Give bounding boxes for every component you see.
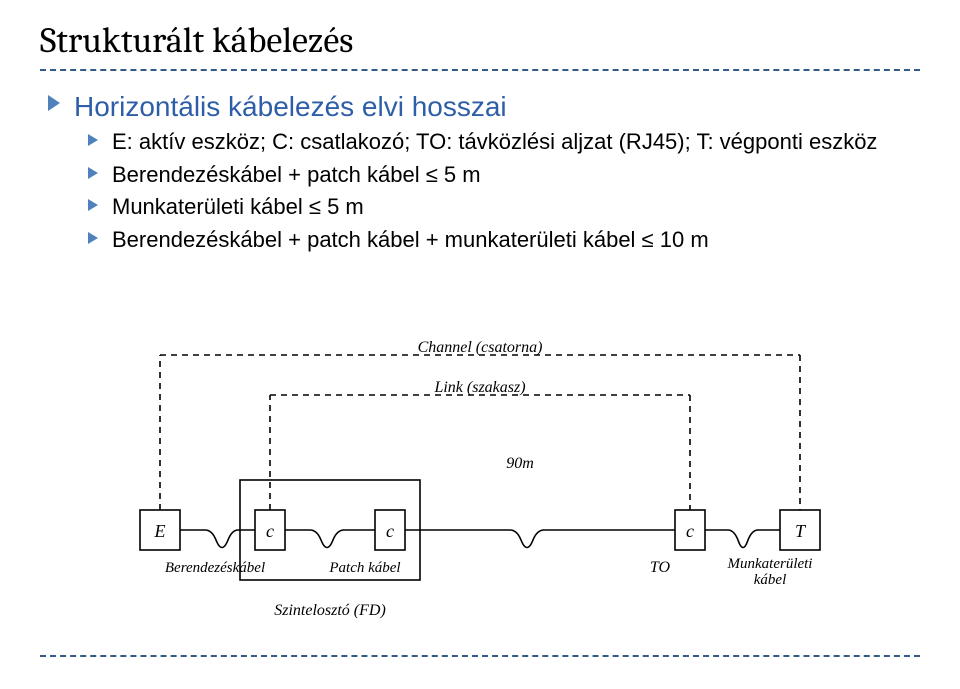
node-e-label: E [154,521,166,541]
link-label: Link (szakasz) [433,379,525,396]
title-divider [40,69,920,71]
wire-c1-c2 [285,530,375,548]
page-title: Strukturált kábelezés [40,20,920,61]
bullet-4: Berendezéskábel + patch kábel + munkater… [88,226,920,255]
triangle-icon [88,232,98,244]
bullet-1: E: aktív eszköz; C: csatlakozó; TO: távk… [88,128,920,157]
bullet-2: Berendezéskábel + patch kábel ≤ 5 m [88,161,920,190]
length-label: 90m [506,455,534,472]
triangle-icon [88,134,98,146]
section-heading: Horizontális kábelezés elvi hosszai [74,89,507,124]
footer-divider [40,655,920,657]
label-munkateruleti-l1: Munkaterületi [727,556,813,572]
wire-e-c1 [180,530,255,548]
heading-line: Horizontális kábelezés elvi hosszai [48,89,920,124]
triangle-icon [88,199,98,211]
channel-label: Channel (csatorna) [418,340,543,356]
bullet-text: Berendezéskábel + patch kábel + munkater… [112,226,709,255]
channel-diagram: Channel (csatorna) Link (szakasz) 90m E … [130,340,830,650]
triangle-icon [48,95,60,111]
bullet-text: Berendezéskábel + patch kábel ≤ 5 m [112,161,481,190]
link-bracket [270,395,690,510]
bullet-text: Munkaterületi kábel ≤ 5 m [112,193,364,222]
node-c2-label: c [386,521,394,541]
triangle-icon [88,167,98,179]
bullet-text: E: aktív eszköz; C: csatlakozó; TO: távk… [112,128,877,157]
bullet-3: Munkaterületi kábel ≤ 5 m [88,193,920,222]
label-szinteloszto: Szintelosztó (FD) [274,602,386,619]
node-c3-label: c [686,521,694,541]
node-c1-label: c [266,521,274,541]
label-to: TO [650,559,671,576]
label-berendezeskabel: Berendezéskábel [165,560,265,576]
label-patchkabel: Patch kábel [328,560,400,576]
label-munkateruleti-l2: kábel [754,572,786,588]
wire-c3-t [705,530,780,548]
node-t-label: T [795,521,807,541]
wire-c2-c3 [405,530,675,548]
